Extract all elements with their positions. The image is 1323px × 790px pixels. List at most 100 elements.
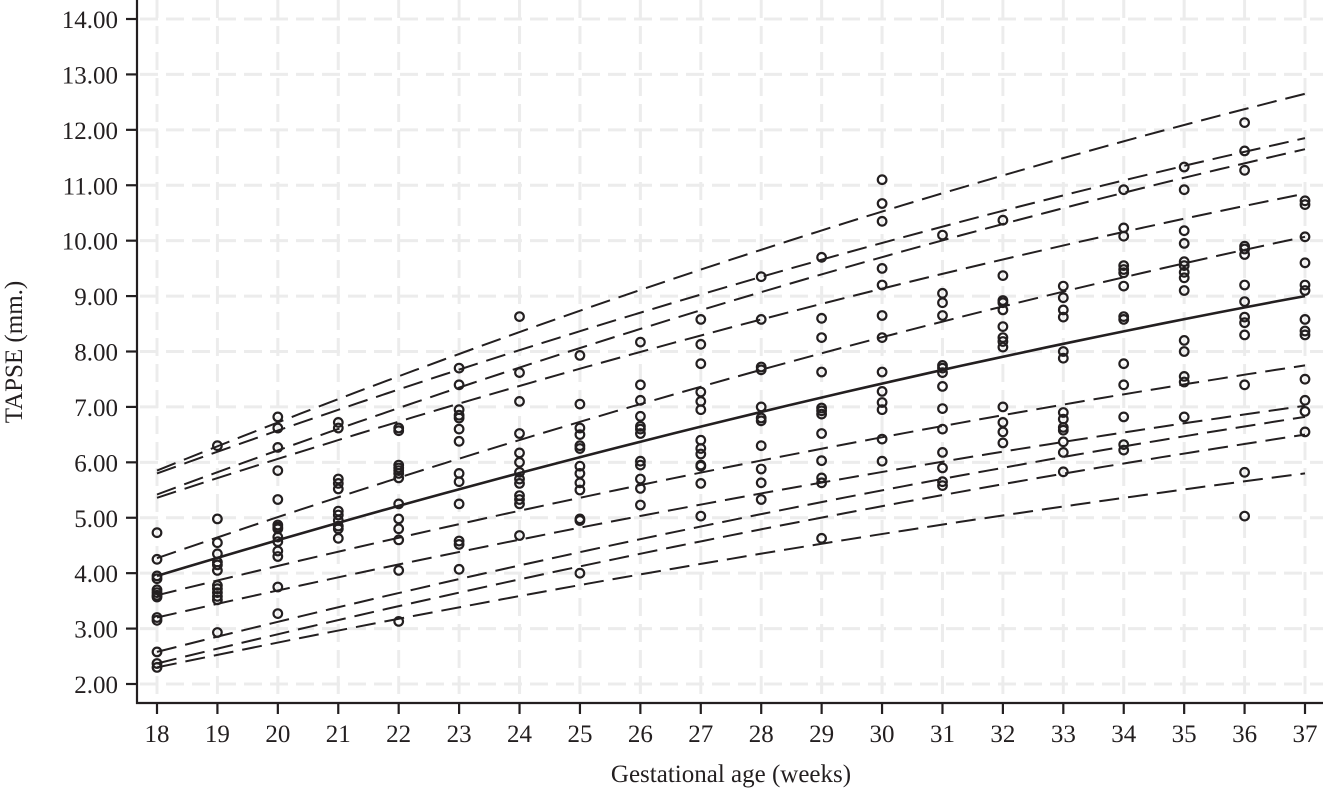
y-tick-label: 8.00 (74, 340, 118, 367)
y-tick-label: 11.00 (63, 173, 118, 200)
data-point (755, 477, 767, 489)
data-point (997, 321, 1009, 333)
data-point (876, 174, 888, 186)
data-point (453, 476, 465, 488)
data-point (997, 341, 1009, 353)
x-tick-label: 18 (145, 721, 170, 748)
data-point (1057, 346, 1069, 357)
data-point (574, 515, 586, 526)
data-point (211, 594, 223, 606)
data-point (997, 270, 1009, 282)
data-point (876, 263, 888, 274)
data-point (1178, 260, 1190, 272)
data-point (211, 591, 223, 602)
data-point (755, 364, 767, 376)
data-point (635, 483, 646, 494)
data-point (453, 412, 465, 424)
data-point (393, 498, 405, 510)
data-point (635, 423, 646, 435)
data-point (695, 460, 707, 472)
data-point (997, 297, 1009, 309)
data-point (332, 417, 344, 428)
data-point (1239, 296, 1250, 308)
x-tick-label: 35 (1172, 721, 1197, 748)
data-point (272, 494, 284, 505)
y-tick-label: 9.00 (74, 284, 118, 311)
data-point (816, 477, 827, 489)
data-point (453, 539, 465, 550)
x-tick-label: 31 (930, 721, 955, 748)
data-point (1239, 279, 1250, 291)
data-point (1239, 145, 1250, 157)
data-point (514, 396, 525, 407)
data-point (1299, 325, 1311, 337)
data-point (1118, 260, 1130, 272)
data-point (211, 537, 223, 549)
data-point (393, 472, 405, 484)
data-point (876, 455, 888, 467)
data-point (151, 591, 163, 603)
data-point (151, 646, 163, 658)
data-point (1178, 237, 1190, 249)
data-point (574, 460, 586, 472)
data-point (1239, 243, 1250, 255)
data-points (151, 117, 1311, 673)
data-point (755, 271, 767, 283)
data-point (816, 428, 827, 439)
data-point (1178, 335, 1190, 346)
data-point (1299, 195, 1311, 207)
data-point (151, 527, 163, 539)
data-point (211, 440, 223, 452)
x-tick-label: 23 (447, 721, 472, 748)
data-point (816, 405, 827, 417)
data-point (1178, 346, 1190, 357)
data-point (695, 443, 707, 454)
curve-upper-percentile-2 (156, 137, 1306, 475)
data-point (574, 429, 586, 441)
data-point (816, 472, 827, 484)
data-point (1299, 199, 1311, 211)
data-point (876, 397, 888, 408)
data-point (997, 401, 1009, 413)
y-tick-label: 12.00 (62, 118, 118, 145)
x-axis-title: Gestational age (weeks) (611, 761, 851, 788)
data-point (876, 386, 888, 397)
data-point (1057, 466, 1069, 478)
data-point (1299, 279, 1311, 291)
data-point (1239, 317, 1250, 329)
data-point (635, 336, 646, 348)
data-point (332, 473, 344, 485)
data-point (1178, 376, 1190, 388)
data-point (937, 403, 948, 415)
data-point (453, 423, 465, 435)
data-point (272, 411, 284, 423)
data-point (1178, 272, 1190, 284)
data-point (211, 587, 223, 598)
data-point (514, 473, 525, 485)
data-point (453, 535, 465, 547)
data-point (1118, 230, 1130, 242)
data-point (937, 447, 948, 458)
data-point (937, 362, 948, 374)
data-point (1178, 266, 1190, 278)
data-point (816, 251, 827, 263)
x-tick-label: 36 (1232, 721, 1257, 748)
data-point (695, 478, 707, 489)
data-point (453, 498, 465, 510)
data-point (1239, 311, 1250, 323)
data-point (393, 565, 405, 576)
data-point (1178, 225, 1190, 237)
data-point (1057, 292, 1069, 304)
curve-lower-percentile-1 (156, 364, 1306, 597)
data-point (755, 463, 767, 475)
y-tick-label: 3.00 (74, 617, 118, 644)
x-tick-label: 25 (567, 721, 592, 748)
data-point (1239, 249, 1250, 260)
data-point (816, 312, 827, 324)
data-point (876, 198, 888, 209)
data-point (1118, 267, 1130, 279)
data-point (635, 379, 646, 391)
data-point (574, 350, 586, 361)
data-point (453, 362, 465, 374)
data-point (272, 581, 284, 593)
